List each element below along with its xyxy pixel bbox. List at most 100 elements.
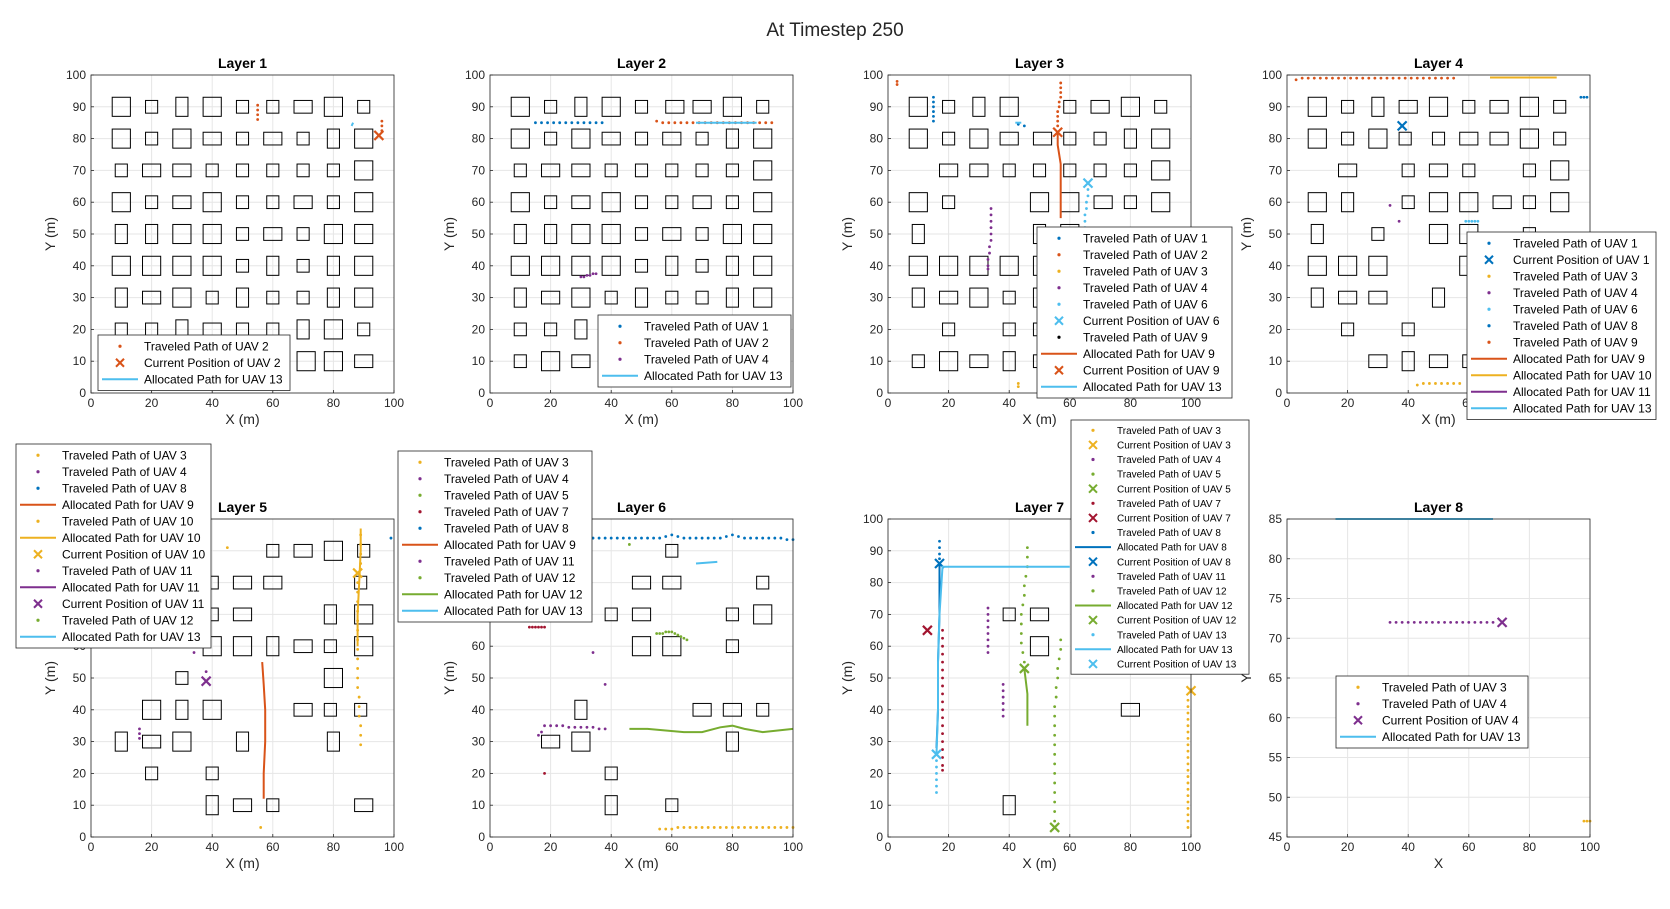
legend-dot-swatch bbox=[1057, 286, 1061, 290]
path-point bbox=[941, 748, 944, 751]
allocated-path-line bbox=[356, 528, 362, 647]
obstacle bbox=[1550, 160, 1570, 181]
legend-label: Allocated Path for UAV 9 bbox=[1513, 352, 1645, 366]
obstacle bbox=[323, 96, 343, 117]
obstacle bbox=[357, 99, 371, 114]
path-point bbox=[988, 245, 991, 249]
obstacle bbox=[1462, 99, 1476, 114]
path-point bbox=[764, 121, 768, 125]
path-point bbox=[941, 716, 944, 720]
y-tick-label: 50 bbox=[1269, 227, 1283, 241]
obstacle bbox=[1401, 322, 1415, 337]
obstacle bbox=[323, 351, 343, 372]
path-point bbox=[1056, 676, 1060, 680]
path-point bbox=[761, 536, 765, 540]
panel-title: Layer 7 bbox=[1015, 499, 1064, 515]
path-point bbox=[718, 536, 722, 540]
obstacle bbox=[1002, 607, 1016, 622]
path-point bbox=[1300, 76, 1304, 80]
legend-dot-swatch bbox=[1057, 302, 1061, 306]
obstacle bbox=[202, 96, 222, 117]
y-tick-label: 30 bbox=[73, 735, 87, 749]
legend-x-swatch bbox=[1088, 513, 1098, 523]
x-tick-label: 20 bbox=[942, 396, 956, 410]
obstacle bbox=[972, 96, 986, 117]
path-point bbox=[673, 121, 677, 125]
path-point bbox=[932, 105, 935, 109]
legend-label: Traveled Path of UAV 9 bbox=[1513, 336, 1638, 350]
path-point bbox=[1019, 632, 1023, 635]
legend-label: Allocated Path for UAV 9 bbox=[444, 538, 576, 552]
obstacle bbox=[1307, 255, 1327, 276]
obstacle bbox=[266, 290, 280, 305]
obstacle bbox=[756, 99, 770, 114]
legend-x-swatch bbox=[115, 358, 125, 368]
legend-entry: Traveled Path of UAV 4 bbox=[1487, 286, 1638, 300]
legend-label: Traveled Path of UAV 4 bbox=[1513, 286, 1638, 300]
path-point bbox=[1186, 800, 1190, 804]
panel-title: Layer 2 bbox=[617, 55, 666, 71]
obstacle bbox=[266, 798, 280, 813]
legend-dot-swatch bbox=[36, 618, 40, 622]
y-tick-label: 90 bbox=[73, 100, 87, 114]
obstacle bbox=[354, 702, 368, 717]
obstacle bbox=[510, 128, 530, 149]
obstacle bbox=[665, 798, 679, 813]
path-point bbox=[932, 119, 935, 123]
y-tick-label: 30 bbox=[870, 735, 884, 749]
path-point bbox=[543, 724, 546, 728]
path-point bbox=[941, 676, 944, 680]
obstacle bbox=[634, 99, 649, 114]
legend-entry: Traveled Path of UAV 3 bbox=[1487, 270, 1638, 284]
obstacle bbox=[722, 96, 742, 117]
legend-label: Traveled Path of UAV 3 bbox=[1382, 681, 1507, 695]
path-point bbox=[941, 684, 944, 688]
path-point bbox=[540, 625, 543, 629]
path-point bbox=[749, 536, 752, 540]
obstacle bbox=[942, 131, 956, 146]
legend-entry: Traveled Path of UAV 7 bbox=[418, 505, 569, 519]
obstacle bbox=[1063, 131, 1077, 146]
legend-dot-swatch bbox=[1091, 633, 1095, 637]
legend-x-swatch bbox=[1088, 483, 1098, 494]
legend-label: Allocated Path for UAV 13 bbox=[1382, 730, 1521, 744]
x-axis-label: X (m) bbox=[1022, 411, 1056, 427]
path-point bbox=[582, 275, 586, 279]
legend-dot-swatch bbox=[36, 519, 40, 523]
obstacle bbox=[544, 322, 558, 337]
obstacle bbox=[601, 223, 621, 245]
path-point bbox=[685, 638, 689, 642]
legend-label: Allocated Path for UAV 10 bbox=[1513, 369, 1652, 383]
panel-title: Layer 6 bbox=[617, 499, 666, 515]
path-point bbox=[1464, 219, 1468, 223]
obstacle bbox=[296, 351, 316, 372]
legend-x-swatch bbox=[1484, 255, 1494, 265]
path-point bbox=[712, 826, 716, 829]
y-tick-label: 10 bbox=[472, 354, 486, 368]
obstacle bbox=[908, 192, 928, 213]
path-point bbox=[192, 651, 196, 654]
legend-entry: Current Position of UAV 5 bbox=[1088, 483, 1231, 495]
path-point bbox=[1388, 203, 1392, 207]
obstacle bbox=[202, 699, 222, 720]
obstacle bbox=[725, 163, 739, 178]
path-point bbox=[540, 121, 543, 125]
obstacle bbox=[513, 163, 527, 178]
path-point bbox=[1053, 714, 1057, 718]
legend: Traveled Path of UAV 3 Traveled Path of U… bbox=[15, 443, 212, 649]
obstacle bbox=[296, 163, 310, 178]
path-point bbox=[1361, 76, 1365, 80]
obstacle bbox=[1519, 128, 1539, 149]
path-point bbox=[1022, 584, 1026, 588]
obstacle bbox=[145, 131, 159, 146]
obstacle bbox=[175, 96, 189, 117]
legend: Traveled Path of UAV 1 Current Position o… bbox=[1466, 231, 1657, 420]
path-point bbox=[356, 686, 360, 689]
path-point bbox=[627, 536, 631, 540]
legend-entry: Traveled Path of UAV 8 bbox=[418, 522, 569, 536]
path-point bbox=[989, 226, 993, 230]
obstacle bbox=[911, 354, 925, 369]
path-point bbox=[770, 121, 774, 125]
obstacle bbox=[172, 163, 192, 178]
y-tick-label: 20 bbox=[870, 322, 884, 336]
